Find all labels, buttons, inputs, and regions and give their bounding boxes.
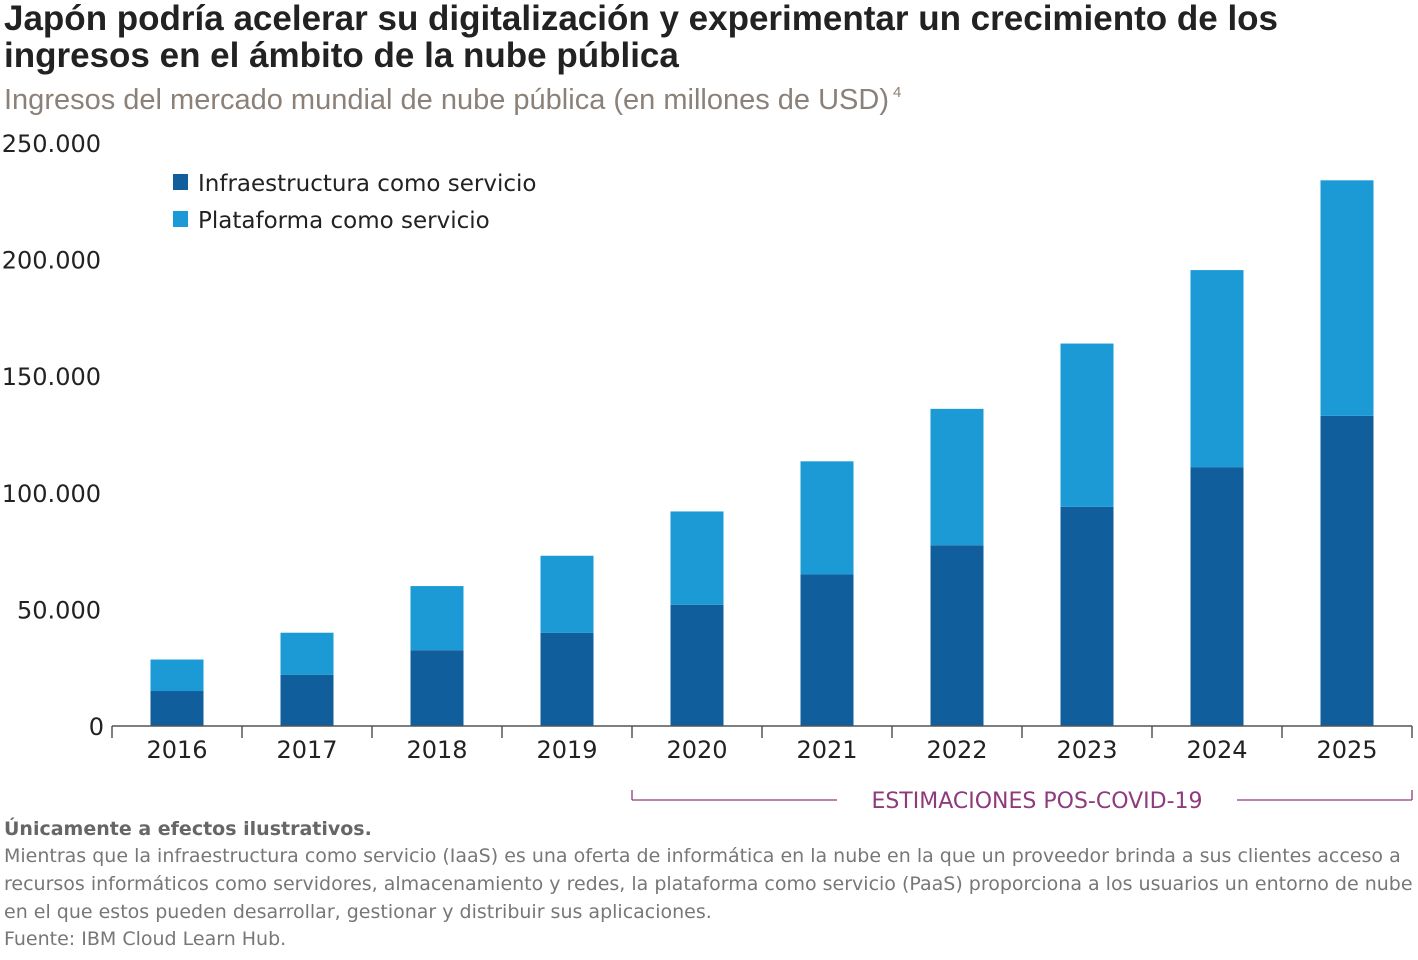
bar-segment-paas bbox=[540, 555, 594, 633]
bar-segment-iaas bbox=[1320, 415, 1374, 726]
bar-segment-iaas bbox=[1190, 467, 1244, 726]
footnote-block: Únicamente a efectos ilustrativos. Mient… bbox=[4, 816, 1414, 952]
x-tick-label: 2020 bbox=[666, 736, 727, 764]
x-tick-label: 2018 bbox=[406, 736, 467, 764]
source-text: Fuente: IBM Cloud Learn Hub. bbox=[4, 928, 287, 950]
x-tick-label: 2016 bbox=[146, 736, 207, 764]
bar-segment-paas bbox=[930, 408, 984, 546]
bar-segment-paas bbox=[150, 659, 204, 692]
annotation-label: ESTIMACIONES POS-COVID-19 bbox=[871, 789, 1202, 810]
y-tick-label: 50.000 bbox=[17, 596, 101, 624]
legend-swatch bbox=[173, 174, 188, 190]
x-tick-label: 2017 bbox=[276, 736, 337, 764]
bar-segment-paas bbox=[280, 632, 334, 675]
bar-segment-iaas bbox=[150, 691, 204, 726]
description-text: Mientras que la infraestructura como ser… bbox=[4, 845, 1413, 923]
bar-segment-paas bbox=[670, 511, 724, 605]
y-tick-label: 100.000 bbox=[2, 480, 101, 508]
bar-segment-paas bbox=[800, 461, 854, 575]
legend-swatch bbox=[173, 211, 188, 227]
chart-title: Japón podría acelerar su digitalización … bbox=[4, 0, 1279, 75]
y-tick-label: 0 bbox=[89, 713, 104, 741]
legend-label: Plataforma como servicio bbox=[198, 208, 490, 234]
legend-label: Infraestructura como servicio bbox=[198, 171, 537, 197]
bar-segment-paas bbox=[410, 586, 464, 651]
y-tick-label: 250.000 bbox=[2, 130, 101, 158]
x-tick-label: 2023 bbox=[1056, 736, 1117, 764]
bar-segment-paas bbox=[1320, 180, 1374, 416]
footnote-marker: 4 bbox=[892, 84, 902, 101]
bar-segment-iaas bbox=[410, 650, 464, 726]
bar-segment-iaas bbox=[1060, 506, 1114, 726]
y-tick-label: 150.000 bbox=[2, 363, 101, 391]
x-tick-label: 2024 bbox=[1186, 736, 1247, 764]
bar-segment-iaas bbox=[280, 674, 334, 726]
x-tick-label: 2019 bbox=[536, 736, 597, 764]
bar-segment-iaas bbox=[930, 545, 984, 726]
subtitle-text: Ingresos del mercado mundial de nube púb… bbox=[4, 84, 889, 116]
disclaimer-text: Únicamente a efectos ilustrativos. bbox=[4, 818, 372, 840]
y-tick-label: 200.000 bbox=[2, 247, 101, 275]
bar-segment-paas bbox=[1060, 343, 1114, 507]
bar-segment-iaas bbox=[670, 604, 724, 726]
bar-segment-iaas bbox=[800, 574, 854, 726]
x-tick-label: 2025 bbox=[1316, 736, 1377, 764]
x-tick-label: 2022 bbox=[926, 736, 987, 764]
bar-segment-iaas bbox=[540, 632, 594, 726]
chart-subtitle: Ingresos del mercado mundial de nube púb… bbox=[4, 76, 901, 117]
x-tick-label: 2021 bbox=[796, 736, 857, 764]
stacked-bar-chart: 0 50.000 100.000 150.000 200.000 250.000 2016 2… bbox=[2, 130, 1413, 810]
bar-segment-paas bbox=[1190, 270, 1244, 468]
